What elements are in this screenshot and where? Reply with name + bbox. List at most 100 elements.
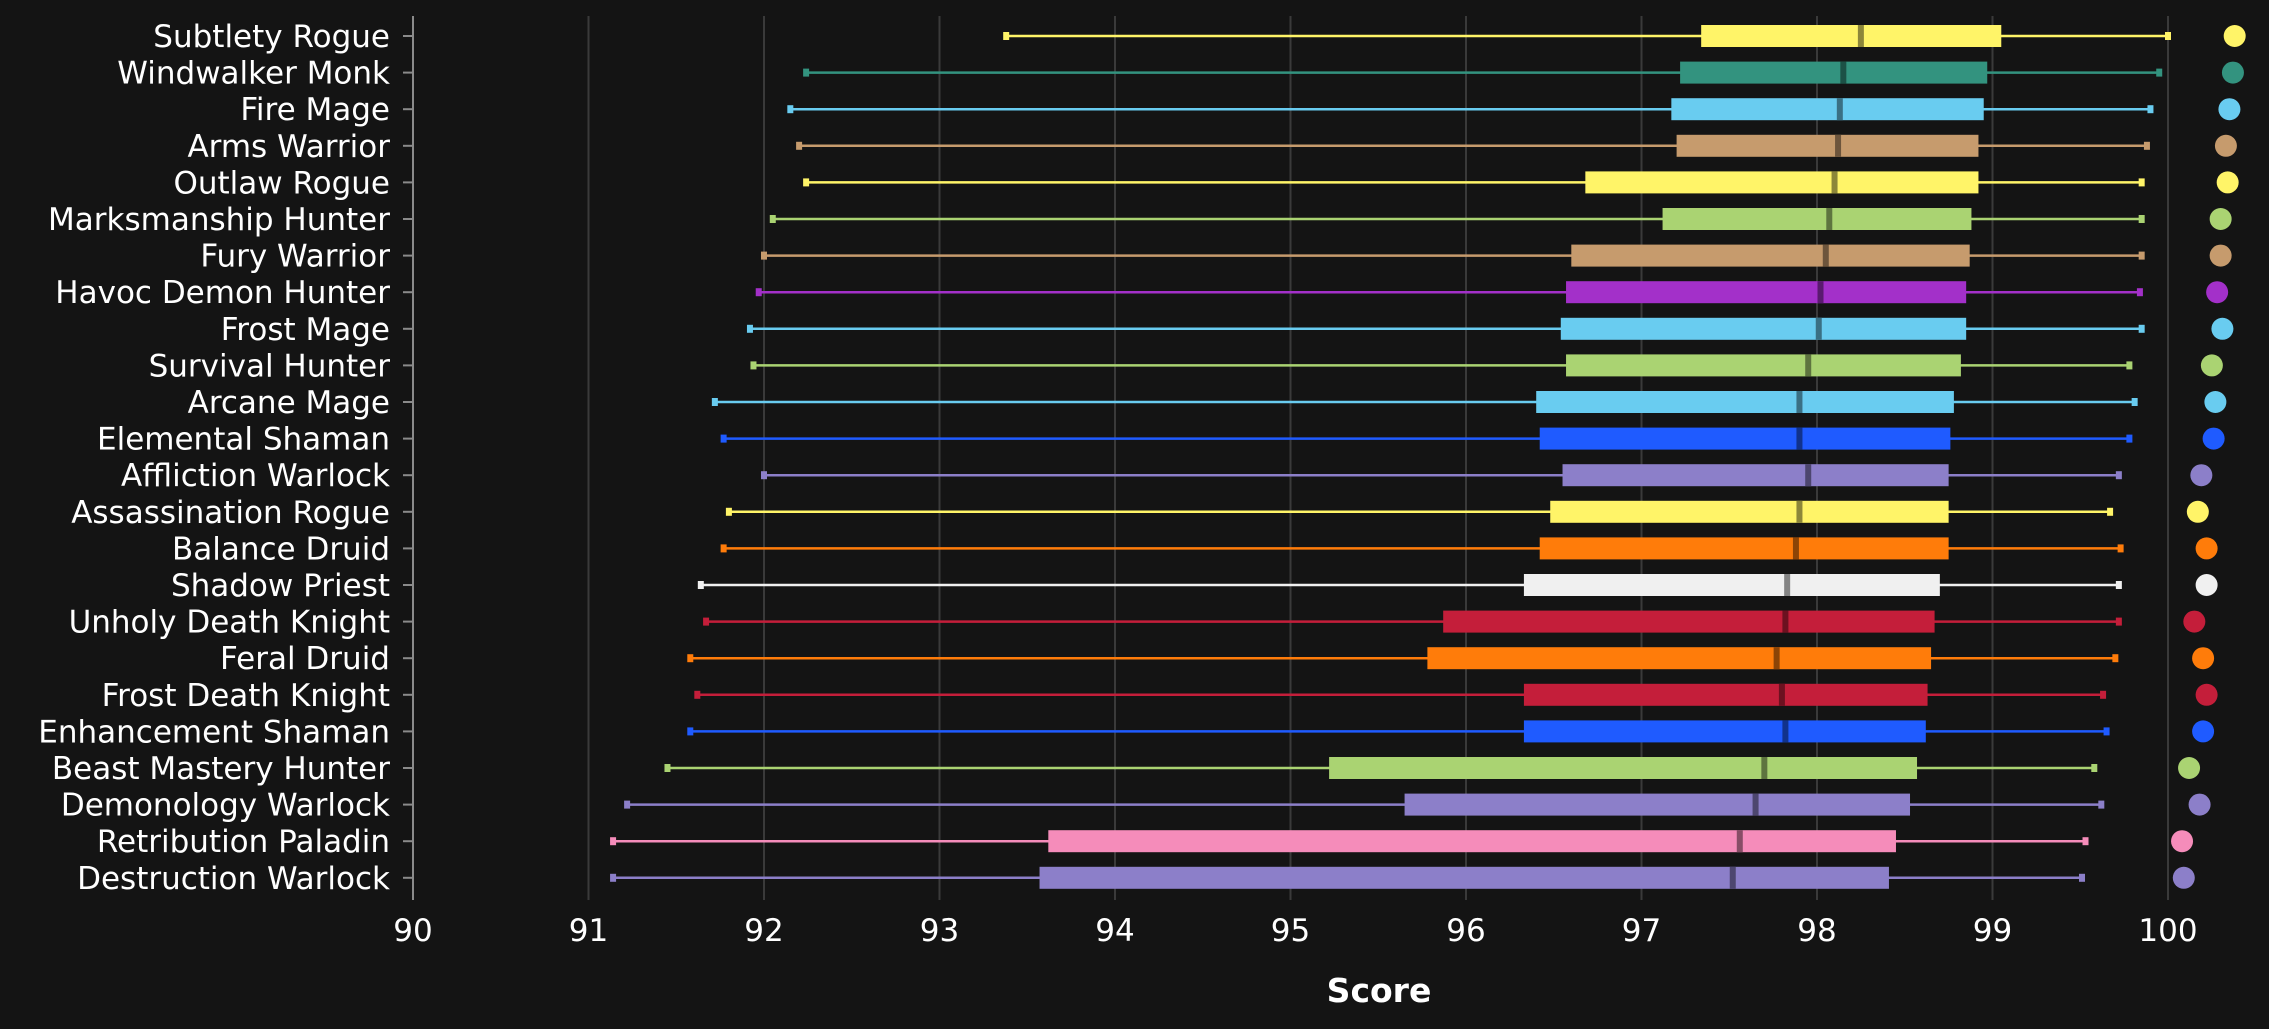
median-mark — [1826, 208, 1833, 230]
score-dot — [2178, 757, 2201, 779]
whisker-max-cap — [2126, 434, 2133, 443]
iqr-box — [1329, 757, 1918, 779]
box-row — [720, 537, 2124, 560]
score-dot — [2209, 244, 2232, 267]
score-dot — [2190, 464, 2213, 487]
whisker-max-cap — [2112, 654, 2119, 663]
box-row — [664, 757, 2098, 779]
score-dot — [2204, 391, 2227, 413]
category-label: Demonology Warlock — [61, 788, 390, 824]
whisker-max-cap — [2136, 288, 2143, 297]
score-dot — [2195, 574, 2218, 596]
box-row — [610, 866, 2086, 889]
median-mark — [1784, 574, 1791, 596]
whisker-min-cap — [796, 141, 803, 150]
whisker-max-cap — [2103, 727, 2110, 736]
score-dot — [2211, 317, 2234, 340]
score-dot — [2192, 647, 2215, 670]
iqr-box — [1523, 720, 1926, 743]
whisker-min-cap — [769, 215, 776, 223]
whisker-min-cap — [803, 68, 810, 77]
x-tick-label: 96 — [1446, 913, 1485, 949]
iqr-box — [1662, 208, 1972, 230]
iqr-box — [1585, 171, 1979, 194]
box-row — [694, 683, 2107, 706]
category-label: Elemental Shaman — [97, 422, 390, 458]
category-label: Subtlety Rogue — [153, 19, 390, 55]
iqr-box — [1680, 61, 1988, 84]
category-label: Feral Druid — [220, 641, 390, 677]
category-label: Frost Mage — [221, 312, 390, 348]
whisker-min-cap — [610, 873, 617, 882]
x-tick-label: 90 — [393, 913, 432, 949]
score-dot — [2183, 610, 2206, 633]
category-label: Beast Mastery Hunter — [52, 751, 390, 787]
iqr-box — [1671, 98, 1984, 121]
box-row — [687, 647, 2119, 670]
category-label: Marksmanship Hunter — [48, 202, 390, 238]
iqr-box — [1039, 866, 1889, 889]
median-mark — [1796, 500, 1803, 523]
x-tick-label: 100 — [2138, 913, 2197, 949]
median-mark — [1835, 134, 1842, 157]
median-mark — [1857, 25, 1864, 47]
whisker-max-cap — [2143, 141, 2150, 150]
whisker-min-cap — [761, 251, 767, 260]
whisker-max-cap — [2107, 507, 2114, 516]
iqr-box — [1536, 391, 1954, 413]
iqr-box — [1676, 134, 1979, 157]
iqr-box — [1539, 427, 1951, 450]
whisker-min-cap — [1003, 32, 1010, 40]
median-mark — [1822, 244, 1829, 267]
whisker-min-cap — [746, 324, 753, 333]
whisker-max-cap — [2117, 544, 2124, 553]
iqr-box — [1571, 244, 1970, 267]
whisker-max-cap — [2082, 837, 2089, 846]
whisker-max-cap — [2131, 398, 2138, 406]
grid-lines — [587, 16, 2169, 900]
box-row — [761, 464, 2122, 487]
x-tick-label: 95 — [1271, 913, 1310, 949]
iqr-box — [1566, 354, 1961, 377]
category-label: Outlaw Rogue — [173, 165, 390, 201]
score-dot — [2195, 537, 2218, 560]
category-label: Arcane Mage — [188, 385, 390, 421]
median-mark — [1817, 281, 1824, 304]
whisker-min-cap — [720, 544, 727, 553]
median-mark — [1778, 683, 1785, 706]
iqr-box — [1539, 537, 1949, 560]
median-mark — [1805, 464, 1812, 487]
iqr-box — [1560, 317, 1967, 340]
score-dot — [2216, 171, 2239, 194]
category-label: Fury Warrior — [200, 239, 390, 275]
whisker-min-cap — [610, 837, 617, 846]
whisker-max-cap — [2126, 361, 2133, 370]
median-mark — [1792, 537, 1799, 560]
median-mark — [1815, 317, 1822, 340]
box-row — [711, 391, 2138, 413]
category-label: Balance Druid — [172, 531, 390, 567]
whisker-min-cap — [750, 361, 757, 370]
score-dot — [2214, 134, 2237, 157]
box-row — [787, 98, 2154, 121]
category-label: Arms Warrior — [187, 129, 390, 165]
whisker-max-cap — [2138, 215, 2145, 223]
iqr-box — [1701, 25, 2002, 47]
median-mark — [1752, 793, 1759, 816]
whisker-max-cap — [2091, 764, 2098, 772]
whisker-min-cap — [694, 690, 701, 699]
score-dot — [2200, 354, 2223, 377]
category-label: Shadow Priest — [171, 568, 390, 604]
score-dot — [2209, 208, 2232, 230]
box-row — [1003, 25, 2171, 47]
x-tick-label: 97 — [1622, 913, 1661, 949]
median-mark — [1761, 757, 1768, 779]
x-tick-label: 94 — [1095, 913, 1134, 949]
score-dot — [2221, 61, 2244, 84]
x-tick-labels: 90 91 92 93 94 95 96 97 98 99 100 — [393, 913, 2197, 949]
whisker-min-cap — [803, 178, 810, 187]
whisker-max-cap — [2138, 324, 2145, 333]
score-dot — [2171, 830, 2194, 853]
